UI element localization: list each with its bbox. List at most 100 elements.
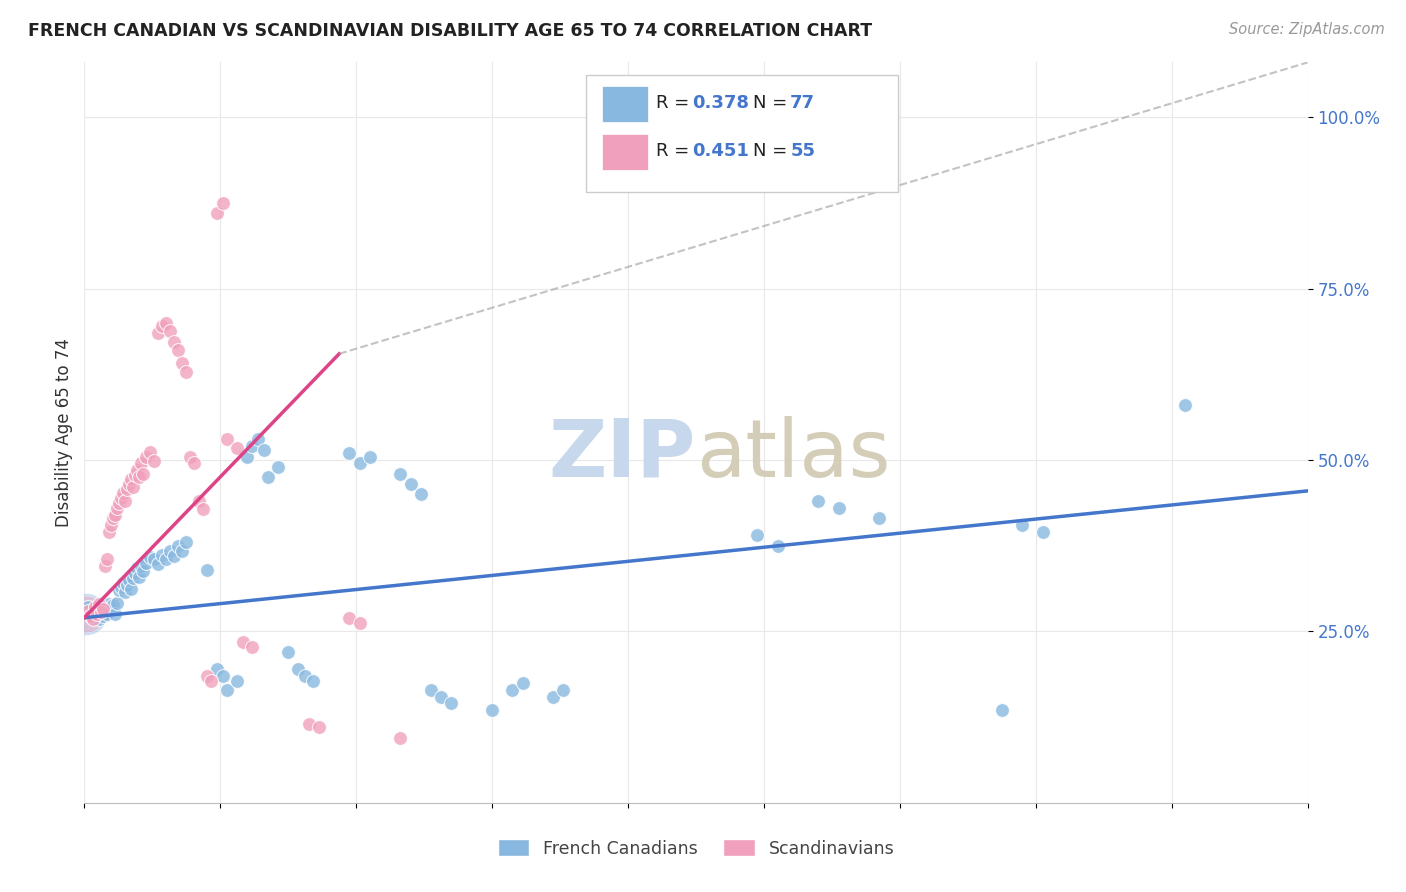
Point bbox=[86, 607, 108, 622]
Point bbox=[440, 697, 463, 711]
Point bbox=[349, 457, 371, 471]
Point bbox=[174, 535, 197, 549]
Point bbox=[232, 634, 254, 648]
Point bbox=[97, 524, 120, 539]
Point bbox=[163, 549, 186, 563]
Text: R =: R = bbox=[655, 143, 695, 161]
Point bbox=[93, 559, 115, 574]
Point bbox=[91, 602, 114, 616]
Point bbox=[82, 610, 104, 624]
Point bbox=[100, 602, 122, 616]
Point bbox=[991, 703, 1014, 717]
Point bbox=[257, 470, 280, 484]
Point bbox=[172, 543, 194, 558]
Point bbox=[110, 580, 132, 594]
Point bbox=[115, 482, 138, 496]
FancyBboxPatch shape bbox=[602, 135, 648, 169]
Point bbox=[77, 600, 100, 615]
Point bbox=[512, 676, 534, 690]
Point bbox=[543, 690, 565, 704]
Point bbox=[96, 607, 118, 621]
Point bbox=[807, 494, 830, 508]
Point bbox=[142, 454, 165, 468]
Point bbox=[828, 501, 851, 516]
Point bbox=[104, 508, 127, 522]
Point bbox=[167, 343, 190, 358]
Point bbox=[127, 561, 149, 575]
Point bbox=[114, 584, 136, 599]
Point bbox=[502, 682, 524, 697]
Point bbox=[747, 528, 769, 542]
Point bbox=[420, 682, 443, 697]
Point bbox=[127, 463, 149, 477]
Point bbox=[155, 552, 177, 566]
Point bbox=[91, 608, 114, 623]
Point bbox=[132, 467, 155, 481]
Point bbox=[481, 703, 503, 717]
Point bbox=[155, 316, 177, 330]
Point bbox=[101, 511, 124, 525]
Point bbox=[128, 470, 150, 484]
Point bbox=[430, 690, 453, 704]
Point bbox=[236, 450, 259, 464]
Point bbox=[212, 669, 235, 683]
Point bbox=[112, 486, 135, 500]
Point bbox=[105, 596, 128, 610]
Point bbox=[339, 610, 361, 624]
Point bbox=[101, 599, 124, 613]
Point bbox=[79, 607, 101, 622]
Point bbox=[114, 494, 136, 508]
Point bbox=[96, 552, 118, 566]
Text: 0.378: 0.378 bbox=[692, 95, 749, 112]
Point bbox=[1174, 398, 1197, 412]
Point bbox=[138, 550, 160, 565]
Point bbox=[105, 501, 128, 516]
Point bbox=[212, 196, 235, 211]
Text: ZIP: ZIP bbox=[548, 416, 696, 494]
Point bbox=[83, 600, 105, 615]
Point bbox=[409, 487, 432, 501]
Point bbox=[246, 433, 269, 447]
Text: 0.451: 0.451 bbox=[692, 143, 749, 161]
Point bbox=[132, 564, 155, 578]
Point bbox=[146, 326, 169, 341]
Point bbox=[131, 559, 153, 574]
Point bbox=[122, 571, 145, 585]
Point bbox=[87, 612, 110, 626]
Point bbox=[187, 494, 209, 508]
Point bbox=[349, 616, 371, 631]
Text: R =: R = bbox=[655, 95, 695, 112]
Point bbox=[138, 445, 160, 459]
Point bbox=[179, 450, 201, 464]
Text: N =: N = bbox=[754, 95, 793, 112]
Point bbox=[253, 442, 276, 457]
Point bbox=[77, 604, 100, 618]
Point bbox=[150, 548, 173, 562]
Point bbox=[108, 495, 131, 509]
Point bbox=[308, 720, 330, 734]
Point bbox=[389, 731, 412, 745]
Point bbox=[79, 609, 101, 624]
Point bbox=[108, 583, 131, 598]
Point bbox=[110, 491, 132, 505]
Point bbox=[339, 446, 361, 460]
Point bbox=[167, 539, 190, 553]
Point bbox=[159, 324, 181, 338]
Point bbox=[1032, 524, 1054, 539]
Point bbox=[174, 365, 197, 379]
Point bbox=[172, 356, 194, 370]
Point bbox=[150, 319, 173, 334]
Point bbox=[131, 457, 153, 471]
Point bbox=[183, 457, 205, 471]
Point bbox=[294, 669, 316, 683]
Point bbox=[217, 682, 239, 697]
Point bbox=[240, 640, 263, 654]
Point bbox=[112, 576, 135, 591]
Text: 77: 77 bbox=[790, 95, 815, 112]
Point bbox=[298, 717, 321, 731]
Point bbox=[142, 552, 165, 566]
Point bbox=[195, 563, 218, 577]
Point bbox=[301, 673, 323, 688]
Point bbox=[124, 468, 146, 483]
Point bbox=[159, 543, 181, 558]
